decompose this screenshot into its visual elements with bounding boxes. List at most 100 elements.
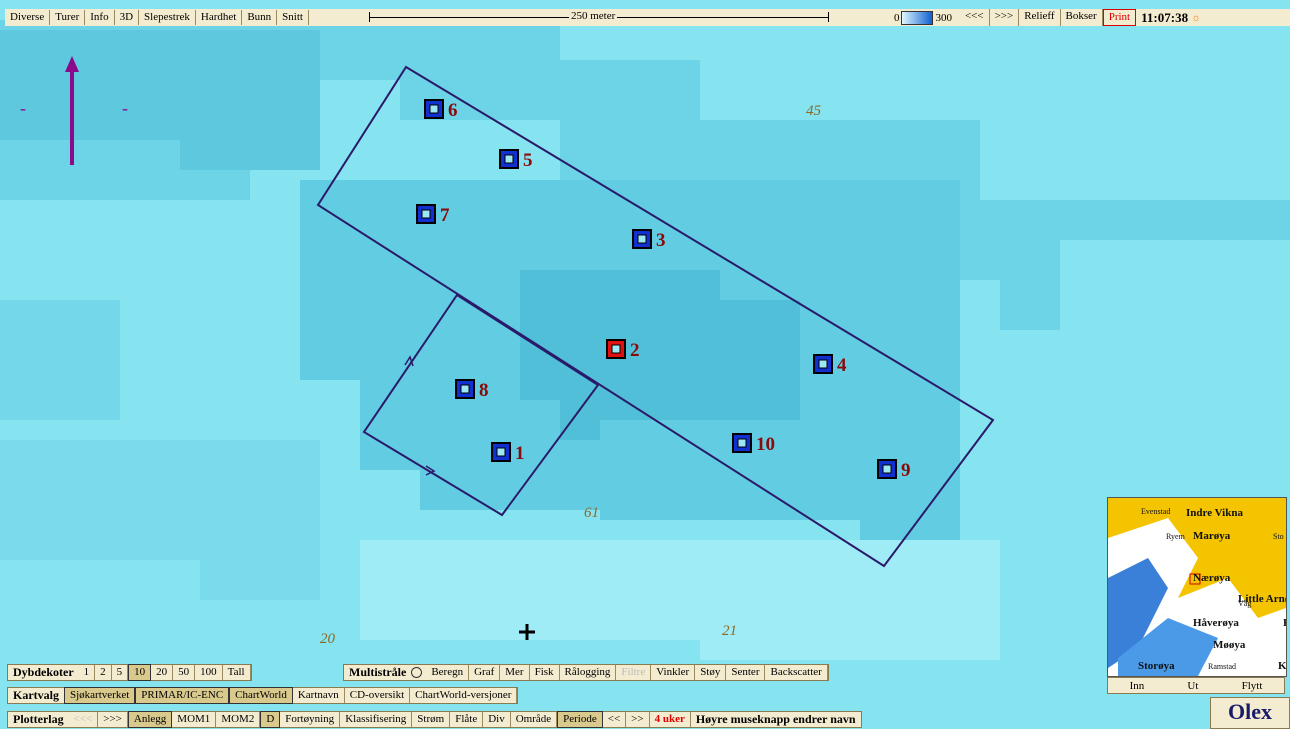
minimap-buttons: Inn Ut Flytt	[1107, 677, 1285, 694]
button[interactable]: Beregn	[426, 665, 470, 680]
place-label: Marøya	[1193, 530, 1231, 542]
marker-core	[421, 209, 431, 219]
button[interactable]: Fisk	[530, 665, 560, 680]
clock: 11:07:38	[1141, 9, 1189, 25]
button[interactable]: Bokser	[1061, 9, 1103, 26]
button[interactable]: MOM2	[216, 712, 261, 727]
panel-label: Multistråle	[349, 665, 407, 679]
button[interactable]: Strøm	[412, 712, 451, 727]
compass-mark: -	[20, 98, 26, 118]
place-label: Indre Vikna	[1186, 507, 1243, 519]
button[interactable]: MOM1	[172, 712, 217, 727]
minimap-art: Evenstad Indre Vikna Ryem Marøya Sto Nærøya Vå…	[1108, 507, 1286, 676]
button[interactable]: Inn	[1129, 679, 1145, 692]
marker-label: 1	[515, 443, 525, 464]
button[interactable]: CD-oversikt	[345, 688, 411, 703]
button[interactable]: Hardhet	[196, 10, 243, 25]
button[interactable]: <<	[603, 712, 627, 727]
button[interactable]: Tall	[223, 665, 251, 680]
place-label: Khu	[1278, 660, 1286, 672]
button[interactable]: Filtre	[616, 665, 652, 680]
button[interactable]: Klassifisering	[340, 712, 413, 727]
marker-label: 2	[630, 340, 640, 361]
marker-label: 5	[523, 150, 533, 171]
button[interactable]: 10	[128, 664, 152, 681]
button[interactable]: D	[260, 711, 281, 728]
button[interactable]: Periode	[557, 711, 603, 728]
depth-label: 20	[320, 631, 336, 647]
button[interactable]: 20	[151, 665, 174, 680]
multistrale-panel: Multistråle Beregn Graf Mer Fisk Rålogging Fil…	[343, 664, 829, 681]
button[interactable]: Fortøyning	[280, 712, 341, 727]
marker-core	[429, 104, 439, 114]
marker-core	[496, 447, 506, 457]
button[interactable]: >>	[626, 712, 650, 727]
button[interactable]: Snitt	[277, 10, 309, 25]
button[interactable]: Vinkler	[651, 665, 696, 680]
marker-label: 6	[448, 100, 458, 121]
scale-label: 250 meter	[568, 10, 618, 22]
place-label: Little Arnø	[1238, 593, 1286, 605]
dybdekoter-panel: Dybdekoter 1 2 5 10 20 50 100 Tall	[7, 664, 252, 681]
button[interactable]: Sjøkartverket	[64, 687, 136, 704]
button[interactable]: Område	[511, 712, 558, 727]
button[interactable]: Print	[1102, 9, 1137, 26]
place-label: Sto	[1273, 532, 1284, 541]
marker-core	[504, 154, 514, 164]
place-label: Storøya	[1138, 660, 1175, 672]
button[interactable]: Diverse	[5, 10, 51, 25]
button[interactable]: Bunn	[242, 10, 278, 25]
button[interactable]: >>>	[98, 712, 128, 727]
kartvalg-panel: Kartvalg Sjøkartverket PRIMAR/IC-ENC ChartW…	[7, 687, 519, 704]
button[interactable]: <<<	[69, 712, 99, 727]
button[interactable]: Slepestrek	[139, 10, 196, 25]
button[interactable]: Anlegg	[127, 711, 173, 728]
button[interactable]: <<<	[960, 9, 990, 26]
button[interactable]: Senter	[726, 665, 766, 680]
button[interactable]: Mer	[500, 665, 530, 680]
button[interactable]: ChartWorld-versjoner	[410, 688, 518, 703]
marker-label: 7	[440, 205, 450, 226]
marker-core	[882, 464, 892, 474]
button[interactable]: 3D	[115, 10, 140, 25]
button[interactable]: 4 uker	[650, 712, 691, 727]
button[interactable]: Div	[483, 712, 511, 727]
button[interactable]: Flåte	[450, 712, 484, 727]
marker-label: 8	[479, 380, 489, 401]
depth-label: 21	[722, 623, 737, 639]
button[interactable]: Info	[85, 10, 115, 25]
button[interactable]: >>>	[990, 9, 1020, 26]
button[interactable]: Relieff	[1019, 9, 1061, 26]
place-label: Ramstad	[1208, 662, 1236, 671]
button[interactable]: 50	[173, 665, 196, 680]
button[interactable]: 1	[79, 665, 96, 680]
place-label: Evenstad	[1141, 507, 1170, 516]
button[interactable]: Rålogging	[560, 665, 617, 680]
marker-core	[737, 438, 747, 448]
button[interactable]: Graf	[469, 665, 501, 680]
button[interactable]: 2	[95, 665, 112, 680]
place-label: Nærøya	[1193, 572, 1231, 584]
marker-core	[818, 359, 828, 369]
button[interactable]: PRIMAR/IC-ENC	[135, 687, 230, 704]
button[interactable]: Støy	[695, 665, 727, 680]
depth-label: 45	[806, 103, 822, 119]
marker-label: 4	[837, 355, 847, 376]
button[interactable]: 5	[112, 665, 129, 680]
button[interactable]: Flytt	[1241, 679, 1263, 692]
panel-label: Kartvalg	[13, 688, 59, 702]
marker-core	[460, 384, 470, 394]
button[interactable]: Kartnavn	[293, 688, 345, 703]
button[interactable]: Turer	[50, 10, 86, 25]
compass-mark: -	[122, 98, 128, 118]
button[interactable]: Ut	[1187, 679, 1199, 692]
plotterlag-panel: Plotterlag <<< >>> Anlegg MOM1 MOM2 D Fortøynin…	[7, 711, 862, 728]
depth-max: 300	[935, 11, 952, 24]
button[interactable]: 100	[195, 665, 223, 680]
marker-core	[637, 234, 647, 244]
button[interactable]: ChartWorld	[229, 687, 293, 704]
button[interactable]: Backscatter	[765, 665, 828, 680]
panel-label: Plotterlag	[13, 712, 64, 726]
